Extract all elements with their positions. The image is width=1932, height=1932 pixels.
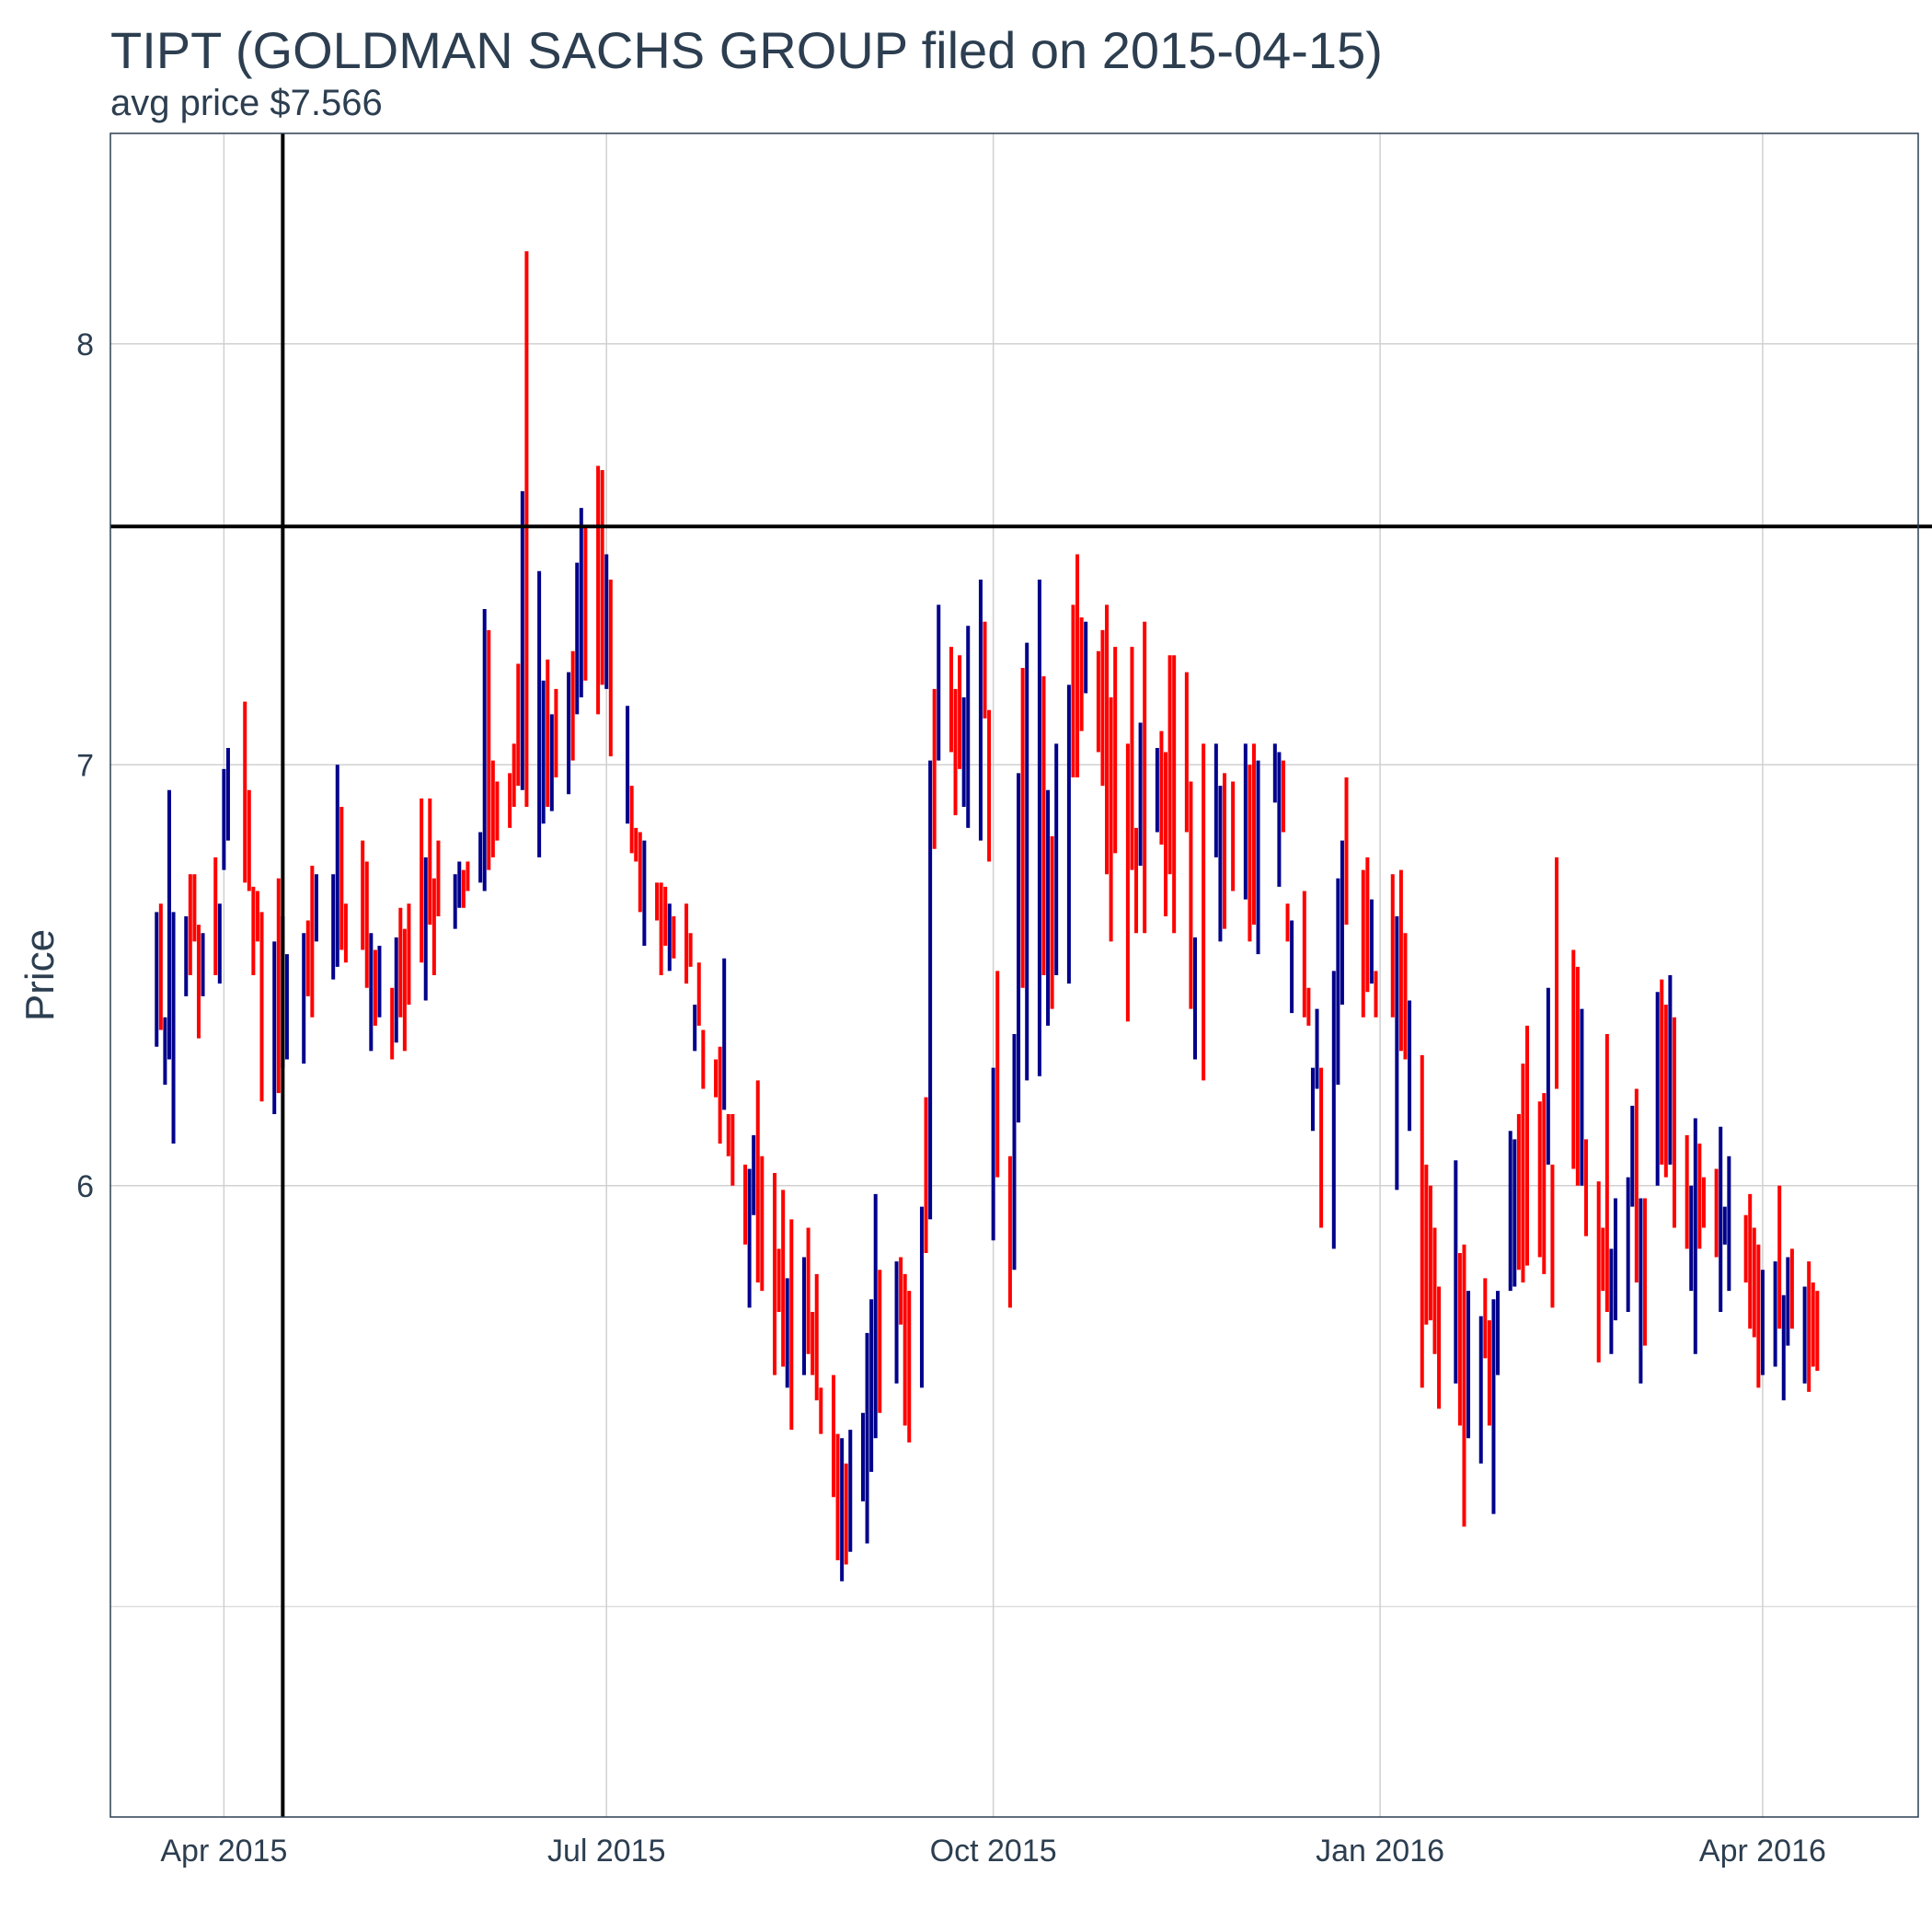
x-tick-label: Apr 2015 [160,1834,287,1869]
x-tick-label: Apr 2016 [1699,1834,1826,1869]
chart-subtitle: avg price $7.566 [110,83,383,123]
x-tick-label: Oct 2015 [930,1834,1057,1869]
y-tick-label: 6 [76,1169,94,1204]
panel-border [109,132,1919,1818]
grid-lines [110,133,1918,1817]
reference-lines [110,133,1932,1817]
y-tick-label: 8 [76,328,94,362]
y-axis-title: Price [17,929,63,1021]
axis-ticks: 6 7 8 Apr 2015 Jul 2015 Oct 2015 Jan 2016 Apr 2… [76,328,1826,1869]
x-tick-label: Jul 2015 [547,1834,666,1869]
chart-title: TIPT (GOLDMAN SACHS GROUP filed on 2015-… [110,21,1383,79]
y-tick-label: 7 [76,748,94,783]
price-bars [155,251,1820,1581]
x-tick-label: Jan 2016 [1316,1834,1444,1869]
